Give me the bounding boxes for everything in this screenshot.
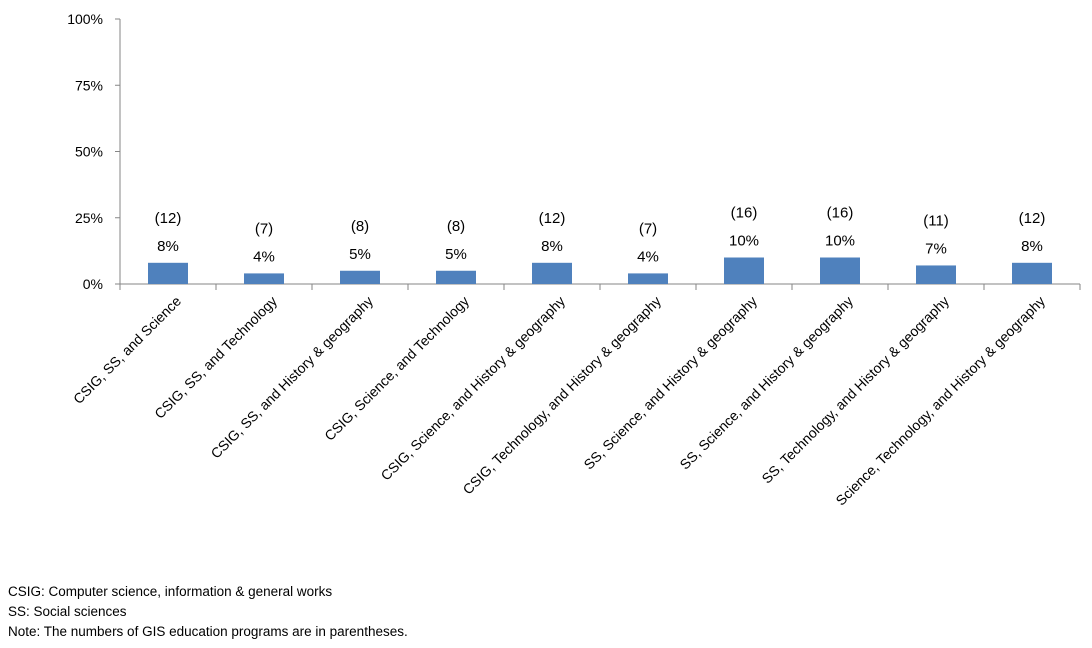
- count-label: (7): [639, 220, 657, 237]
- value-label: 5%: [349, 246, 371, 263]
- value-label: 4%: [637, 248, 659, 265]
- category-label: SS, Technology, and History & geography: [758, 293, 952, 487]
- bar-chart: 0% 25% 50% 75% 100% 8% (12) 4% (7) 5% (8) 5% (8) 8% (…: [67, 11, 1081, 509]
- x-axis: [119, 283, 1081, 290]
- value-label: 8%: [541, 238, 563, 255]
- count-label: (11): [923, 212, 949, 229]
- y-tick-label: 0%: [83, 276, 103, 292]
- category-label: Science, Technology, and History & geogr…: [832, 293, 1048, 509]
- category-label: CSIG, SS, and Science: [70, 293, 184, 407]
- category-label: CSIG, Science, and History & geography: [377, 293, 568, 484]
- bar: [1012, 262, 1052, 284]
- bar: [916, 265, 956, 284]
- y-tick-label: 100%: [67, 11, 103, 27]
- footnotes: CSIG: Computer science, information & ge…: [8, 582, 408, 642]
- count-label: (16): [827, 205, 854, 222]
- count-label: (7): [255, 220, 273, 237]
- count-label: (16): [731, 205, 758, 222]
- count-label: (8): [447, 218, 465, 235]
- count-label: (12): [539, 210, 566, 227]
- bar: [820, 257, 860, 284]
- category-label: CSIG, SS, and History & geography: [207, 293, 376, 462]
- y-tick-label: 75%: [75, 77, 103, 93]
- category-label: CSIG, Technology, and History & geograph…: [459, 293, 664, 498]
- count-label: (12): [1019, 210, 1046, 227]
- bar: [724, 257, 764, 284]
- bar: [148, 262, 188, 284]
- category-label: SS, Science, and History & geography: [676, 293, 856, 473]
- count-label: (8): [351, 218, 369, 235]
- category-label: SS, Science, and History & geography: [580, 293, 760, 473]
- bars: [148, 257, 1052, 284]
- bar: [340, 270, 380, 284]
- footnote-parentheses: Note: The numbers of GIS education progr…: [8, 624, 408, 639]
- value-label: 8%: [1021, 238, 1043, 255]
- bar: [244, 273, 284, 284]
- data-labels: 8% (12) 4% (7) 5% (8) 5% (8) 8% (12) 4% (7) 10% (16) 1…: [155, 205, 1046, 266]
- bar: [436, 270, 476, 284]
- footnote-csig: CSIG: Computer science, information & ge…: [8, 584, 333, 599]
- y-axis: 0% 25% 50% 75% 100%: [67, 11, 121, 292]
- bar: [532, 262, 572, 284]
- value-label: 8%: [157, 238, 179, 255]
- value-label: 5%: [445, 246, 467, 263]
- value-label: 4%: [253, 248, 275, 265]
- count-label: (12): [155, 210, 182, 227]
- footnote-ss: SS: Social sciences: [8, 604, 127, 619]
- value-label: 10%: [729, 233, 759, 250]
- y-tick-label: 25%: [75, 210, 103, 226]
- bar: [628, 273, 668, 284]
- value-label: 10%: [825, 233, 855, 250]
- y-tick-label: 50%: [75, 144, 103, 160]
- value-label: 7%: [925, 240, 947, 257]
